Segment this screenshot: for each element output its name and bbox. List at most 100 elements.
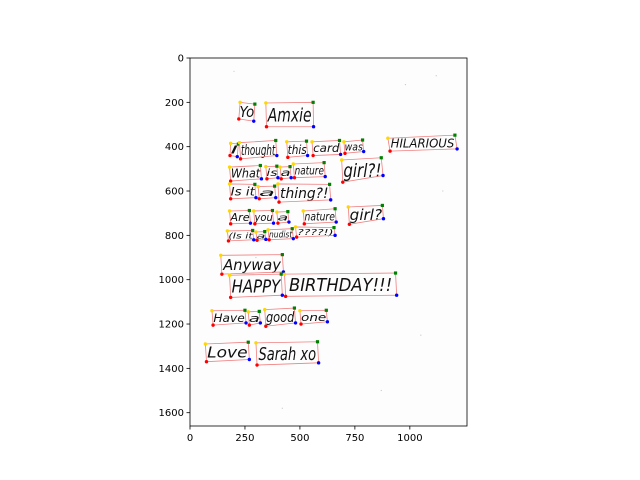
corner-marker-top-right — [258, 163, 262, 168]
corner-marker-top-left — [342, 140, 346, 144]
corner-marker-bottom-right — [247, 357, 252, 362]
paper-speck — [420, 334, 422, 336]
corner-marker-bottom-left — [283, 294, 288, 299]
handwritten-word: a — [259, 188, 275, 199]
x-tick-label: 500 — [290, 433, 309, 444]
corner-marker-bottom-right — [338, 152, 343, 157]
handwritten-word: Are — [229, 212, 249, 224]
y-tick-label: 0 — [178, 54, 184, 65]
corner-marker-bottom-left — [255, 238, 259, 242]
corner-marker-bottom-right — [381, 173, 385, 178]
y-tick-label: 200 — [165, 98, 184, 109]
corner-marker-bottom-left — [226, 239, 231, 243]
x-tick-label: 750 — [345, 433, 364, 444]
handwritten-word: Love — [207, 343, 247, 361]
handwritten-word: was — [345, 141, 364, 153]
corner-marker-bottom-left — [294, 235, 299, 239]
handwritten-word: HAPPY — [232, 276, 282, 297]
corner-marker-top-left — [264, 164, 268, 169]
corner-marker-top-right — [270, 208, 275, 213]
corner-marker-bottom-right — [325, 320, 330, 324]
corner-marker-bottom-left — [257, 197, 261, 201]
x-tick-label: 0 — [187, 433, 193, 444]
corner-marker-bottom-left — [228, 197, 233, 201]
corner-marker-bottom-left — [204, 360, 209, 364]
corner-marker-top-left — [282, 272, 287, 276]
corner-marker-bottom-right — [455, 147, 459, 151]
y-tick-label: 1200 — [159, 320, 184, 331]
corner-marker-bottom-left — [228, 153, 232, 158]
corner-marker-top-right — [311, 100, 315, 104]
corner-marker-bottom-left — [279, 177, 283, 181]
corner-marker-bottom-right — [264, 237, 268, 242]
corner-marker-top-right — [290, 227, 294, 231]
corner-marker-bottom-right — [381, 217, 386, 221]
corner-marker-top-left — [210, 309, 214, 313]
paper-speck — [255, 256, 257, 259]
corner-marker-top-right — [251, 228, 255, 233]
corner-marker-top-right — [379, 156, 383, 160]
corner-marker-bottom-left — [228, 222, 233, 226]
handwritten-word: Yo — [239, 104, 254, 121]
corner-marker-bottom-left — [276, 221, 280, 225]
corner-marker-top-left — [256, 184, 260, 189]
handwritten-word: good — [266, 310, 295, 326]
y-tick-label: 800 — [165, 231, 184, 242]
handwritten-word: ????!) — [297, 228, 333, 237]
corner-marker-top-left — [246, 310, 250, 314]
corner-marker-top-right — [274, 138, 278, 143]
corner-marker-bottom-left — [265, 177, 269, 181]
corner-marker-bottom-right — [311, 125, 316, 129]
corner-marker-top-right — [453, 133, 457, 137]
corner-marker-bottom-right — [252, 119, 256, 123]
corner-marker-top-left — [293, 225, 298, 229]
y-tick-label: 1400 — [159, 364, 184, 375]
corner-marker-top-right — [286, 210, 290, 214]
corner-marker-bottom-right — [258, 321, 263, 325]
corner-marker-bottom-left — [228, 295, 233, 300]
corner-marker-bottom-right — [254, 195, 258, 200]
handwritten-word: Have — [213, 311, 244, 325]
handwritten-word: Anyway — [222, 256, 282, 274]
corner-marker-top-left — [346, 205, 350, 209]
corner-marker-bottom-left — [292, 176, 297, 180]
y-tick-label: 1000 — [159, 275, 184, 286]
handwritten-word: thought — [241, 143, 276, 159]
axes-frame — [189, 57, 468, 427]
corner-marker-top-right — [292, 306, 297, 310]
corner-marker-top-left — [237, 140, 242, 145]
corner-marker-bottom-right — [259, 177, 264, 181]
corner-marker-top-left — [278, 165, 282, 169]
handwritten-word: BIRTHDAY!!! — [289, 275, 392, 296]
corner-marker-bottom-left — [237, 117, 241, 121]
handwritten-word: Sarah xo — [258, 344, 316, 365]
corner-marker-top-left — [264, 101, 268, 105]
corner-marker-bottom-left — [267, 238, 271, 242]
corner-marker-bottom-right — [248, 221, 253, 225]
corner-marker-bottom-left — [341, 180, 345, 184]
corner-marker-top-left — [339, 158, 344, 162]
corner-marker-top-right — [236, 142, 240, 146]
corner-marker-top-right — [246, 340, 250, 344]
corner-marker-top-right — [327, 182, 332, 186]
handwritten-word: girl?! — [343, 160, 381, 182]
corner-marker-bottom-left — [247, 323, 252, 327]
corner-marker-bottom-left — [264, 125, 269, 129]
paper-speck — [233, 70, 235, 72]
corner-marker-bottom-left — [238, 157, 243, 161]
handwritten-word: nature — [305, 210, 335, 224]
corner-marker-bottom-left — [347, 222, 352, 226]
corner-marker-top-right — [243, 308, 247, 312]
corner-marker-top-left — [252, 209, 256, 213]
corner-marker-bottom-right — [316, 361, 321, 365]
corner-marker-bottom-right — [289, 176, 293, 180]
handwritten-word: a — [249, 312, 260, 325]
handwritten-word: a — [277, 214, 288, 224]
corner-marker-bottom-right — [244, 321, 248, 325]
corner-marker-bottom-left — [277, 200, 281, 204]
corner-marker-top-left — [254, 230, 258, 234]
corner-marker-top-left — [266, 228, 270, 232]
handwritten-word: card — [313, 141, 340, 155]
paper-speck — [404, 84, 407, 86]
